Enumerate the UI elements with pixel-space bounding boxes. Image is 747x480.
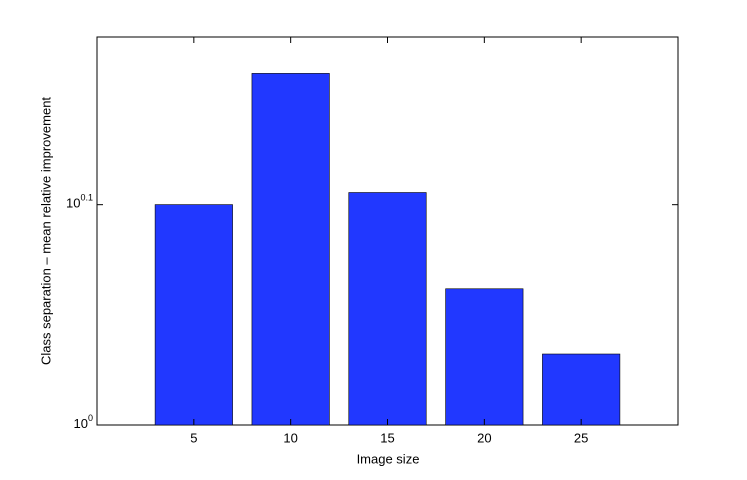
- bar: [154, 204, 233, 426]
- x-tick-label: 10: [283, 430, 297, 445]
- x-tick-label: 20: [477, 430, 491, 445]
- x-tick-label: 25: [574, 430, 588, 445]
- bar: [445, 288, 524, 426]
- bar: [251, 73, 330, 426]
- bar: [348, 192, 427, 426]
- y-tick-label: 100: [74, 413, 93, 431]
- x-axis-label: Image size: [357, 451, 420, 466]
- y-axis-label: Class separation – mean relative improve…: [38, 97, 53, 365]
- y-tick-label: 100.1: [66, 193, 93, 211]
- bar: [542, 353, 621, 426]
- x-tick-label: 15: [380, 430, 394, 445]
- x-tick-label: 5: [190, 430, 197, 445]
